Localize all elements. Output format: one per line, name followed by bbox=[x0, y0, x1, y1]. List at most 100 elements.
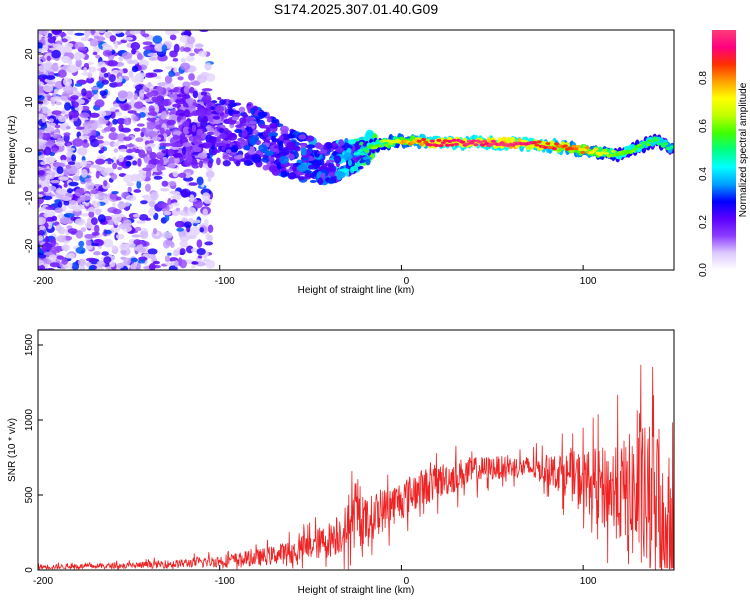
heatmap-cell bbox=[148, 207, 156, 217]
heatmap-cell bbox=[207, 160, 213, 169]
heatmap-cell bbox=[286, 141, 296, 151]
heatmap-cell bbox=[660, 144, 667, 148]
heatmap-cell bbox=[56, 141, 65, 147]
heatmap-cell bbox=[242, 129, 248, 137]
heatmap-cell bbox=[130, 263, 137, 270]
snr-x-tick-label: 100 bbox=[580, 576, 597, 587]
heatmap-marks bbox=[38, 30, 674, 270]
heatmap-cell bbox=[186, 36, 196, 45]
heatmap-cell bbox=[228, 99, 236, 104]
heatmap-cell bbox=[41, 131, 51, 141]
heatmap-cell bbox=[95, 170, 100, 179]
heatmap-cell bbox=[477, 140, 483, 144]
heatmap-cell bbox=[78, 240, 85, 248]
heatmap-cell bbox=[332, 150, 337, 157]
heatmap-cell bbox=[198, 79, 207, 83]
heatmap-cell bbox=[188, 52, 196, 57]
heatmap-cell bbox=[202, 208, 208, 217]
heatmap-cell bbox=[116, 262, 125, 269]
heatmap-cell bbox=[82, 49, 88, 55]
heatmap-cell bbox=[228, 132, 238, 141]
heatmap-cell bbox=[181, 94, 191, 99]
heatmap-cell bbox=[88, 66, 97, 73]
heatmap-cell bbox=[248, 136, 257, 146]
heatmap-cell bbox=[268, 164, 279, 173]
heatmap-cell bbox=[118, 148, 128, 153]
heatmap-cell bbox=[149, 262, 156, 270]
heatmap-cell bbox=[580, 150, 586, 155]
heatmap-cell bbox=[601, 148, 608, 152]
heatmap-cell bbox=[134, 84, 144, 91]
heatmap-cell bbox=[179, 235, 190, 242]
heatmap-cell bbox=[72, 101, 79, 108]
heatmap-cell bbox=[55, 101, 62, 106]
heatmap-cell bbox=[168, 70, 176, 77]
heatmap-cell bbox=[48, 118, 54, 123]
heatmap-cell bbox=[188, 86, 195, 94]
heatmap-cell bbox=[271, 135, 276, 141]
heatmap-cell bbox=[84, 233, 95, 239]
heatmap-cell bbox=[200, 91, 208, 96]
heatmap-cell bbox=[156, 95, 164, 101]
heatmap-cell bbox=[368, 144, 374, 148]
heatmap-cell bbox=[258, 144, 268, 152]
heatmap-cell bbox=[93, 201, 101, 209]
heatmap-cell bbox=[174, 220, 185, 228]
heatmap-cell bbox=[182, 142, 193, 147]
heatmap-cell bbox=[87, 73, 93, 79]
heatmap-cell bbox=[130, 257, 138, 263]
heatmap-cell bbox=[179, 133, 186, 141]
heatmap-cell bbox=[40, 161, 47, 166]
heatmap-cell bbox=[38, 94, 42, 99]
heatmap-cell bbox=[42, 186, 49, 193]
heatmap-cell bbox=[122, 68, 128, 74]
heatmap-cell bbox=[197, 152, 208, 159]
heatmap-cell bbox=[71, 154, 77, 162]
heatmap-cell bbox=[201, 94, 212, 104]
heatmap-cell bbox=[182, 126, 190, 135]
heatmap-x-axis-label: Height of straight line (km) bbox=[298, 285, 415, 296]
heatmap-cell bbox=[66, 142, 71, 147]
heatmap-cell bbox=[178, 172, 187, 178]
heatmap-cell bbox=[234, 128, 243, 134]
heatmap-cell bbox=[153, 175, 163, 180]
heatmap-cell bbox=[326, 179, 337, 184]
heatmap-cell bbox=[75, 59, 82, 68]
heatmap-cell bbox=[61, 205, 67, 212]
heatmap-cell bbox=[80, 37, 90, 41]
heatmap-cell bbox=[138, 247, 147, 253]
heatmap-cell bbox=[296, 159, 302, 164]
heatmap-cell bbox=[41, 115, 46, 123]
heatmap-cell bbox=[115, 233, 125, 240]
heatmap-cell bbox=[173, 43, 180, 53]
heatmap-cell bbox=[219, 133, 227, 139]
heatmap-cell bbox=[268, 157, 275, 161]
heatmap-cell bbox=[536, 140, 542, 144]
heatmap-cell bbox=[150, 191, 159, 201]
heatmap-cell bbox=[146, 117, 157, 122]
heatmap-cell bbox=[165, 262, 175, 266]
heatmap-cell bbox=[442, 139, 449, 143]
heatmap-cell bbox=[120, 249, 127, 255]
heatmap-y-tick-label: -10 bbox=[24, 190, 35, 205]
heatmap-cell bbox=[164, 75, 173, 84]
heatmap-cell bbox=[38, 248, 43, 253]
heatmap-cell bbox=[74, 218, 86, 226]
heatmap-cell bbox=[89, 38, 99, 47]
heatmap-cell bbox=[189, 194, 195, 202]
heatmap-cell bbox=[161, 44, 168, 53]
heatmap-cell bbox=[107, 60, 119, 67]
heatmap-cell bbox=[300, 147, 307, 156]
heatmap-cell bbox=[88, 206, 96, 213]
heatmap-x-tick-label: -100 bbox=[215, 276, 235, 287]
heatmap-cell bbox=[74, 83, 83, 87]
heatmap-cell bbox=[436, 138, 442, 142]
heatmap-cell bbox=[134, 226, 142, 232]
heatmap-cell bbox=[166, 119, 176, 126]
heatmap-cell bbox=[127, 186, 132, 193]
heatmap-cell bbox=[95, 208, 101, 216]
heatmap-cell bbox=[173, 191, 182, 200]
heatmap-cell bbox=[326, 159, 335, 163]
heatmap-cell bbox=[108, 132, 119, 141]
heatmap-cell bbox=[164, 129, 172, 135]
